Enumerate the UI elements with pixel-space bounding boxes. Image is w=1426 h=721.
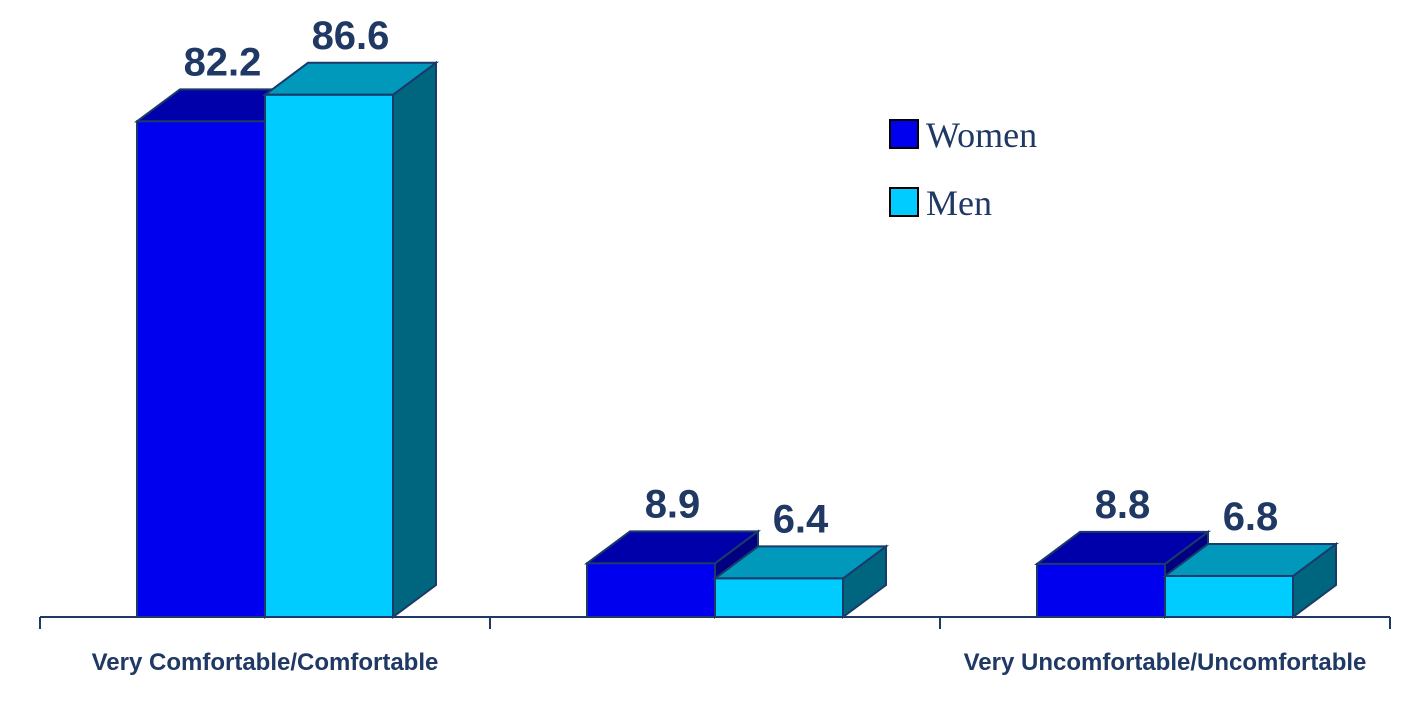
legend-label: Women	[926, 115, 1037, 155]
x-tick-label: Very Uncomfortable/Uncomfortable	[964, 649, 1367, 676]
x-tick-label: Very Comfortable/Comfortable	[92, 649, 439, 676]
bar	[264, 93, 394, 618]
bar	[136, 120, 266, 618]
bar	[1036, 562, 1166, 618]
value-label: 8.8	[1095, 483, 1151, 527]
value-label: 86.6	[312, 14, 390, 58]
legend-swatch	[889, 187, 919, 217]
bar	[1164, 574, 1294, 618]
value-label: 8.9	[645, 482, 701, 526]
value-label: 6.8	[1223, 495, 1279, 539]
legend-swatch	[889, 119, 919, 149]
bar	[714, 577, 844, 619]
bar	[586, 562, 716, 619]
bar-side	[392, 60, 437, 619]
value-label: 6.4	[773, 497, 829, 541]
value-label: 82.2	[184, 40, 262, 84]
legend-label: Men	[926, 183, 992, 223]
